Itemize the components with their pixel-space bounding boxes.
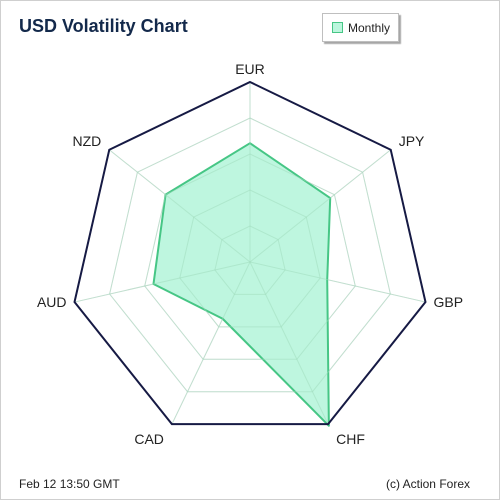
- axis-spoke-overlay: [108, 149, 251, 263]
- footer-timestamp: Feb 12 13:50 GMT: [19, 477, 120, 491]
- grid-ring-overlay: [144, 153, 356, 360]
- label-layer: EUR JPY GBP CHF CAD AUD NZD: [37, 61, 463, 447]
- axis-spoke-overlay: [249, 261, 426, 303]
- axis-label-aud: AUD: [37, 294, 67, 310]
- axis-label-jpy: JPY: [399, 133, 425, 149]
- legend[interactable]: Monthly: [322, 13, 399, 42]
- series-area-monthly: [152, 142, 332, 427]
- series-layer: [74, 82, 426, 427]
- axis-label-chf: CHF: [336, 431, 365, 447]
- axis-label-eur: EUR: [235, 61, 265, 77]
- axis-label-nzd: NZD: [72, 133, 101, 149]
- legend-label: Monthly: [348, 20, 391, 35]
- grid-overlay: [74, 82, 426, 425]
- chart-title: USD Volatility Chart: [19, 16, 188, 36]
- grid-ring-overlay: [214, 225, 286, 295]
- axis-spoke-overlay: [249, 261, 329, 425]
- axis-spoke-overlay: [249, 149, 392, 263]
- outer-frame: [73, 80, 427, 426]
- axis-label-gbp: GBP: [433, 294, 463, 310]
- footer-credit: (c) Action Forex: [385, 477, 470, 491]
- axis-spoke-overlay: [74, 261, 251, 303]
- grid-ring-overlay: [109, 117, 391, 393]
- grid-ring-overlay: [179, 189, 321, 328]
- axis-label-cad: CAD: [134, 431, 164, 447]
- legend-swatch: [332, 22, 343, 33]
- frame-layer: [73, 80, 427, 426]
- axis-spoke-overlay: [171, 261, 251, 425]
